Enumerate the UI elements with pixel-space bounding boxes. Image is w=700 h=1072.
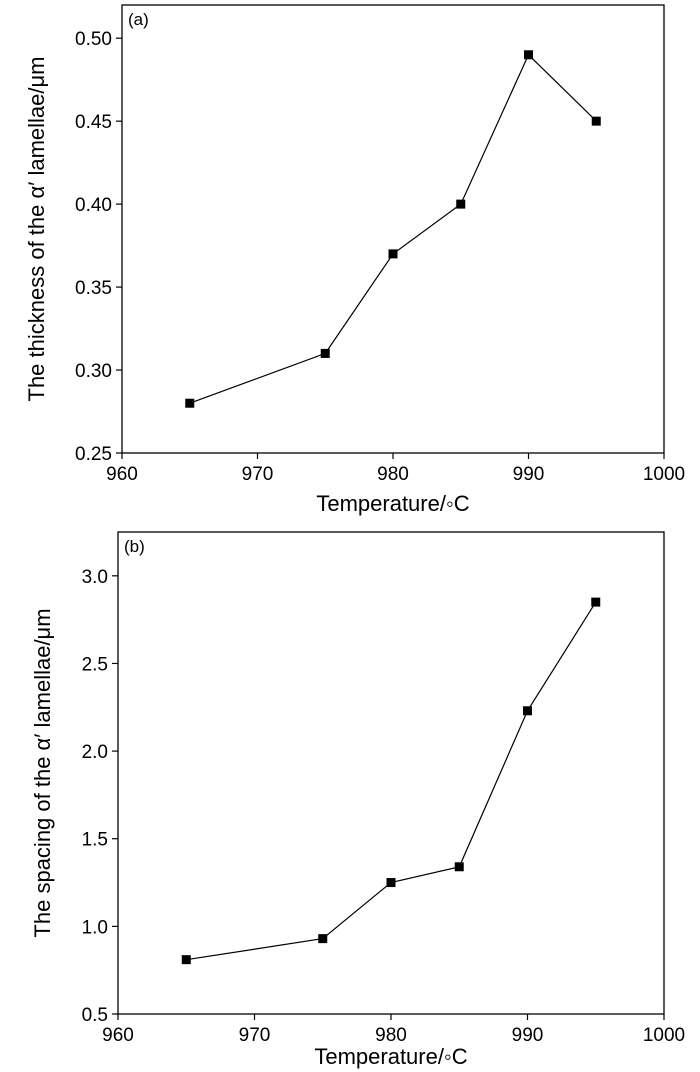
x-tick-label: 980 xyxy=(377,464,409,485)
chart-panel-a: (a) 960 970 980 990 1000 0.25 0.30 0.35 0.40 0.4… xyxy=(24,4,685,516)
x-tick-label: 960 xyxy=(106,464,138,485)
y-tick-label: 0.35 xyxy=(75,278,112,299)
x-tick-label: 970 xyxy=(242,464,274,485)
x-tick-label: 970 xyxy=(239,1025,271,1046)
series-marks xyxy=(185,50,601,408)
y-tick-label: 0.25 xyxy=(75,444,112,465)
y-axis-ticks: 0.5 1.0 1.5 2.0 2.5 3.0 xyxy=(82,567,118,1026)
data-point-marker xyxy=(181,955,191,965)
y-tick-label: 3.0 xyxy=(82,567,108,588)
panel-label: (b) xyxy=(124,537,145,556)
data-point-marker xyxy=(318,934,328,944)
series-line xyxy=(186,601,597,961)
y-axis-ticks: 0.25 0.30 0.35 0.40 0.45 0.50 xyxy=(75,29,122,465)
data-point-marker xyxy=(454,862,464,872)
x-tick-label: 990 xyxy=(513,464,545,485)
plot-frame xyxy=(117,531,665,1015)
data-point-marker xyxy=(386,878,396,888)
y-tick-label: 0.45 xyxy=(75,112,112,133)
data-point-marker xyxy=(591,116,601,126)
y-tick-label: 0.30 xyxy=(75,361,112,382)
x-axis-ticks: 960 970 980 990 1000 xyxy=(102,1014,685,1046)
x-tick-label: 1000 xyxy=(643,464,685,485)
y-tick-label: 2.5 xyxy=(82,654,108,675)
y-tick-label: 1.5 xyxy=(82,830,108,851)
data-point-marker xyxy=(388,249,398,259)
x-tick-label: 980 xyxy=(375,1025,407,1046)
y-axis-label: The spacing of the α′ lamellae/μm xyxy=(30,608,55,937)
x-axis-ticks: 960 970 980 990 1000 xyxy=(106,453,685,485)
y-tick-label: 1.0 xyxy=(82,917,108,938)
data-point-marker xyxy=(591,597,601,607)
x-tick-label: 1000 xyxy=(643,1025,685,1046)
series-line xyxy=(189,53,597,404)
x-tick-label: 990 xyxy=(512,1025,544,1046)
series-marks xyxy=(181,597,601,965)
plot-frame xyxy=(121,4,665,454)
panel-label: (a) xyxy=(128,10,149,29)
y-axis-label: The thickness of the α′ lamellae/μm xyxy=(24,57,49,402)
y-tick-label: 0.5 xyxy=(82,1005,108,1026)
x-axis-label: Temperature/◦C xyxy=(314,1044,467,1069)
x-axis-label: Temperature/◦C xyxy=(316,491,469,516)
y-tick-label: 2.0 xyxy=(82,742,108,763)
data-point-marker xyxy=(456,199,466,209)
data-point-marker xyxy=(185,398,195,408)
x-tick-label: 960 xyxy=(102,1025,134,1046)
chart-panel-b: (b) 960 970 980 990 1000 0.51.01.52.02.53.0 … xyxy=(30,531,685,1069)
y-tick-label: 0.50 xyxy=(75,29,112,50)
y-tick-label: 0.40 xyxy=(75,195,112,216)
data-point-marker xyxy=(524,50,533,60)
data-point-marker xyxy=(523,706,532,716)
data-point-marker xyxy=(320,348,330,358)
